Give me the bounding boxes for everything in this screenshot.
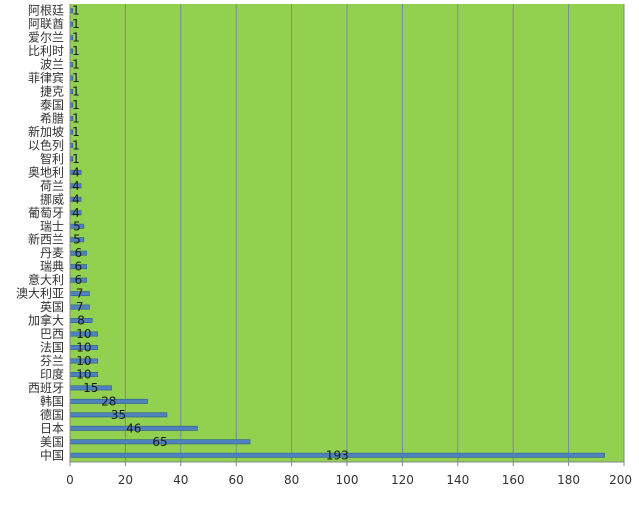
category-label: 芬兰 [40, 354, 64, 368]
x-tick-label: 140 [446, 473, 469, 487]
category-label: 捷克 [40, 85, 64, 99]
category-label: 瑞典 [40, 260, 64, 274]
category-label: 新加坡 [28, 124, 64, 139]
data-label: 1 [72, 71, 80, 85]
x-tick-label: 0 [66, 473, 74, 487]
data-label: 1 [72, 85, 80, 99]
data-labels: 1936546352815101010108776665544441111111… [72, 4, 349, 463]
x-tick-label: 160 [502, 473, 525, 487]
category-label: 阿根廷 [28, 4, 64, 18]
x-tick-label: 100 [336, 473, 359, 487]
category-label: 加拿大 [28, 313, 64, 328]
data-label: 8 [77, 314, 85, 328]
data-label: 4 [72, 192, 80, 206]
data-label: 6 [74, 273, 82, 287]
category-label: 英国 [40, 300, 64, 314]
category-label: 巴西 [40, 327, 64, 341]
category-label: 新西兰 [28, 232, 64, 247]
category-label: 意大利 [28, 272, 64, 287]
data-label: 7 [76, 300, 84, 314]
data-label: 28 [101, 394, 116, 408]
category-label: 波兰 [40, 58, 64, 72]
data-label: 1 [72, 4, 80, 18]
category-label: 阿联酋 [28, 16, 64, 31]
x-tick-label: 60 [229, 473, 244, 487]
data-label: 1 [72, 152, 80, 166]
category-label: 中国 [40, 447, 64, 462]
data-label: 1 [72, 138, 80, 152]
category-label: 西班牙 [28, 381, 64, 395]
category-label: 挪威 [40, 192, 64, 206]
x-tick-label: 120 [391, 473, 414, 487]
data-label: 10 [76, 354, 91, 368]
data-label: 6 [74, 246, 82, 260]
gridlines [124, 4, 625, 462]
category-label: 瑞士 [40, 219, 64, 233]
data-label: 5 [73, 233, 81, 247]
category-labels: 中国美国日本德国韩国西班牙印度芬兰法国巴西加拿大英国澳大利亚意大利瑞典丹麦新西兰… [16, 4, 64, 463]
x-tick-label: 180 [557, 473, 580, 487]
data-label: 10 [76, 327, 91, 341]
category-label: 爱尔兰 [28, 30, 64, 45]
data-label: 10 [76, 367, 91, 381]
category-label: 美国 [40, 435, 64, 449]
category-label: 印度 [40, 366, 64, 381]
x-tick-label: 40 [173, 473, 188, 487]
category-label: 比利时 [28, 44, 64, 58]
category-label: 韩国 [40, 393, 64, 408]
data-label: 1 [72, 44, 80, 58]
x-tick-labels: 0 20 40 60 80 100 120 140 160 180 200 [66, 462, 632, 487]
x-tick-label: 80 [284, 473, 299, 487]
category-label: 泰国 [40, 98, 64, 112]
data-label: 1 [72, 17, 80, 31]
x-tick-label: 20 [118, 473, 133, 487]
category-label: 日本 [40, 421, 64, 435]
data-label: 15 [83, 381, 98, 395]
data-label: 10 [76, 341, 91, 355]
data-label: 46 [126, 421, 141, 435]
data-label: 4 [72, 179, 80, 193]
category-label: 智利 [40, 151, 64, 166]
data-label: 1 [72, 31, 80, 45]
data-label: 35 [111, 408, 126, 422]
category-label: 希腊 [40, 111, 64, 126]
category-label: 荷兰 [40, 179, 64, 193]
data-label: 1 [72, 58, 80, 72]
category-label: 葡萄牙 [28, 206, 64, 220]
category-label: 以色列 [28, 138, 64, 152]
data-label: 7 [76, 287, 84, 301]
data-label: 5 [73, 219, 81, 233]
data-label: 1 [72, 98, 80, 112]
x-tick-label: 200 [609, 473, 632, 487]
category-label: 澳大利亚 [16, 287, 64, 301]
data-label: 1 [72, 112, 80, 126]
data-label: 4 [72, 165, 80, 179]
category-label: 菲律宾 [28, 70, 64, 85]
data-label: 193 [326, 448, 349, 462]
data-label: 4 [72, 206, 80, 220]
data-label: 65 [152, 435, 167, 449]
data-label: 6 [74, 260, 82, 274]
category-label: 法国 [40, 341, 64, 355]
category-label: 德国 [40, 407, 64, 422]
data-label: 1 [72, 125, 80, 139]
category-label: 丹麦 [40, 246, 64, 260]
category-label: 奥地利 [28, 165, 64, 179]
